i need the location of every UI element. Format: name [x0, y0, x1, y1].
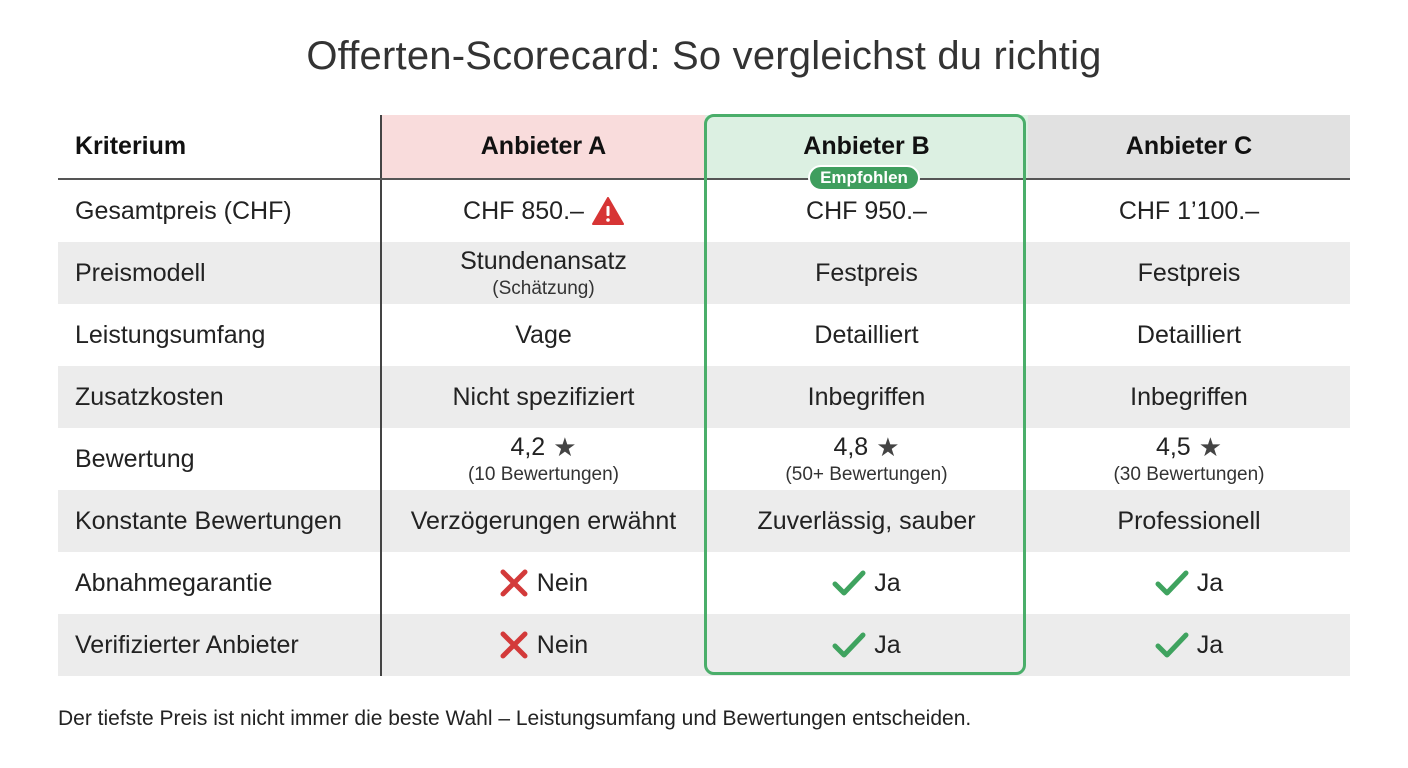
cell-b: Ja — [705, 552, 1028, 614]
footer-note: Der tiefste Preis ist nicht immer die be… — [58, 707, 972, 730]
cell-a: Nein — [382, 552, 705, 614]
cell-value: Ja — [874, 630, 901, 659]
cell-b: CHF 950.– — [806, 196, 927, 225]
cell-value: Ja — [874, 568, 901, 597]
cell-a: Vage — [515, 320, 572, 349]
cell-c: Festpreis — [1137, 258, 1241, 287]
table-row: Gesamtpreis (CHF) CHF 850.– CHF 950.– CH… — [58, 180, 1350, 242]
check-icon — [832, 631, 866, 659]
rating-value: 4,2 — [510, 432, 546, 461]
header-provider-c: Anbieter C — [1028, 115, 1350, 178]
check-icon — [832, 569, 866, 597]
cell-a: 4,2 ★ (10 Bewertungen) — [382, 428, 705, 490]
cell-b: Zuverlässig, sauber — [757, 506, 976, 535]
cell-c: 4,5 ★ (30 Bewertungen) — [1028, 428, 1350, 490]
cross-icon — [499, 630, 529, 660]
cell-c: CHF 1’100.– — [1118, 196, 1260, 225]
cell-a: Stundenansatz (Schätzung) — [382, 242, 705, 304]
table-row: Abnahmegarantie Nein Ja Ja — [58, 552, 1350, 614]
cross-icon — [499, 568, 529, 598]
cell-value: Nein — [536, 568, 589, 597]
check-icon — [1155, 631, 1189, 659]
table-row: Konstante Bewertungen Verzögerungen erwä… — [58, 490, 1350, 552]
table-row: Leistungsumfang Vage Detailliert Detaill… — [58, 304, 1350, 366]
cell-b: 4,8 ★ (50+ Bewertungen) — [705, 428, 1028, 490]
cell-a: Nicht spezifiziert — [452, 382, 635, 411]
cell-c: Ja — [1028, 614, 1350, 676]
page-title: Offerten-Scorecard: So vergleichst du ri… — [306, 34, 1102, 78]
star-icon: ★ — [876, 432, 900, 462]
cell-subtext: (Schätzung) — [492, 277, 595, 299]
row-label: Konstante Bewertungen — [58, 490, 382, 552]
scorecard-table: Kriterium Anbieter A Anbieter B Anbieter… — [58, 115, 1350, 676]
cell-a: Nein — [382, 614, 705, 676]
row-label: Abnahmegarantie — [58, 552, 382, 614]
row-label: Gesamtpreis (CHF) — [58, 180, 382, 242]
cell-a: Verzögerungen erwähnt — [410, 506, 677, 535]
row-label: Leistungsumfang — [58, 304, 382, 366]
cell-value: CHF 850.– — [463, 196, 584, 225]
star-icon: ★ — [553, 432, 577, 462]
rating-value: 4,8 — [833, 432, 869, 461]
cell-b: Festpreis — [815, 258, 918, 287]
rating-count: (10 Bewertungen) — [467, 463, 620, 485]
row-label: Bewertung — [58, 428, 382, 490]
cell-a: CHF 850.– — [382, 180, 705, 242]
cell-value: Stundenansatz — [460, 246, 627, 275]
cell-c: Detailliert — [1136, 320, 1242, 349]
star-icon: ★ — [1198, 432, 1223, 462]
table-row: Bewertung 4,2 ★ (10 Bewertungen) 4,8 ★ (… — [58, 428, 1350, 490]
cell-b: Ja — [705, 614, 1028, 676]
cell-c: Professionell — [1117, 506, 1261, 535]
table-row: Verifizierter Anbieter Nein Ja — [58, 614, 1350, 676]
header-criterion: Kriterium — [58, 115, 382, 178]
header-provider-a: Anbieter A — [382, 115, 705, 178]
cell-b: Detailliert — [814, 320, 919, 349]
row-label: Verifizierter Anbieter — [58, 614, 382, 676]
cell-b: Inbegriffen — [807, 382, 926, 411]
table-row: Preismodell Stundenansatz (Schätzung) Fe… — [58, 242, 1350, 304]
warning-icon — [591, 197, 624, 225]
check-icon — [1155, 569, 1189, 597]
row-label: Preismodell — [58, 242, 382, 304]
row-label: Zusatzkosten — [58, 366, 382, 428]
rating-value: 4,5 — [1155, 432, 1191, 461]
cell-value: Nein — [536, 630, 589, 659]
recommended-badge: Empfohlen — [808, 165, 920, 191]
cell-value: Ja — [1196, 568, 1224, 597]
cell-c: Inbegriffen — [1130, 382, 1248, 411]
rating-count: (50+ Bewertungen) — [785, 463, 948, 485]
rating-count: (30 Bewertungen) — [1113, 463, 1265, 485]
cell-c: Ja — [1028, 552, 1350, 614]
table-row: Zusatzkosten Nicht spezifiziert Inbegrif… — [58, 366, 1350, 428]
table-header-row: Kriterium Anbieter A Anbieter B Anbieter… — [58, 115, 1350, 180]
cell-value: Ja — [1196, 630, 1224, 659]
